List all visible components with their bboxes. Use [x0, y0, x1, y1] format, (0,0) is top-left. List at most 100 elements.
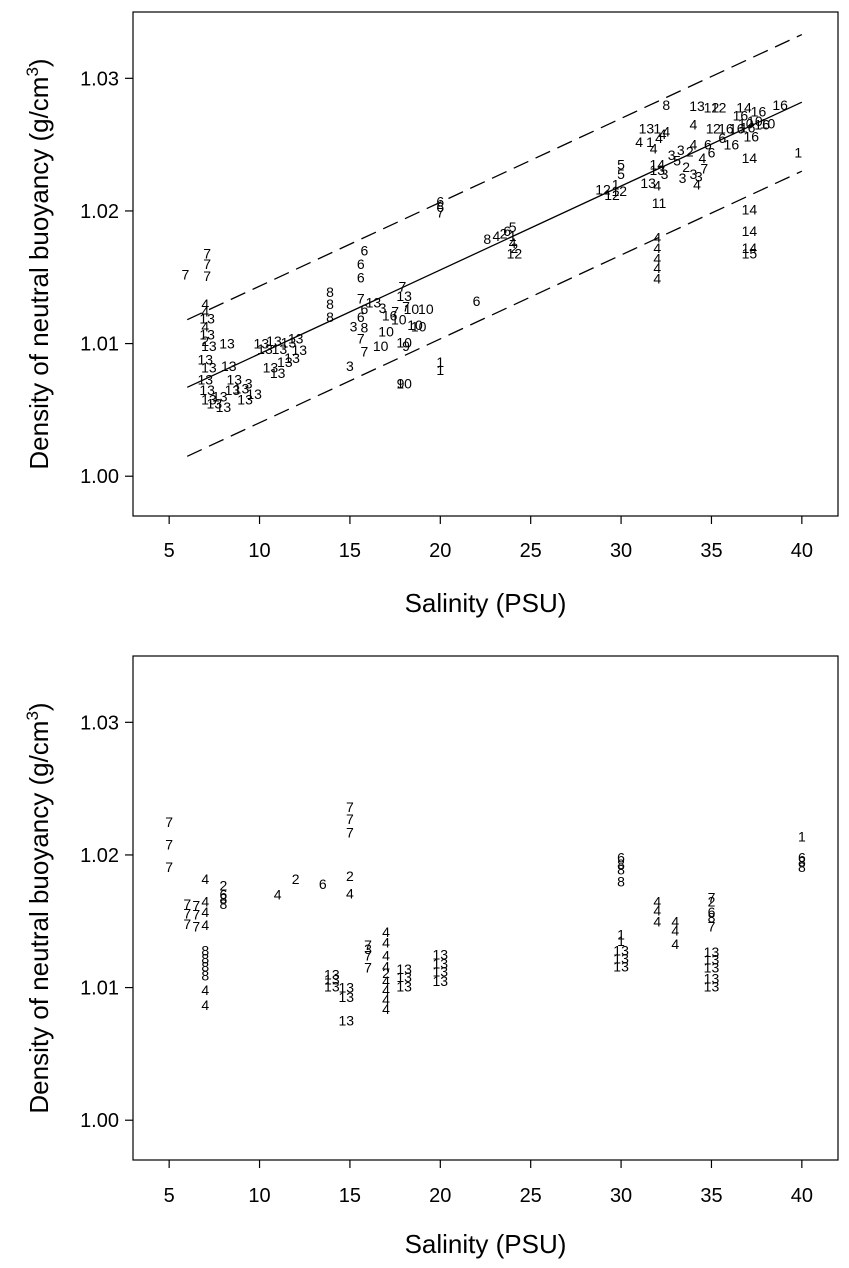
data-point: 10: [418, 301, 434, 317]
data-point: 13: [704, 970, 720, 986]
data-point: 8: [360, 320, 368, 336]
data-point: 8: [219, 891, 227, 907]
data-point: 16: [718, 121, 734, 137]
lower-bound-line: [186, 170, 803, 457]
data-point: 4: [201, 871, 209, 887]
data-point: 13: [225, 382, 241, 398]
data-point: 7: [203, 245, 211, 261]
upper-bound-line: [186, 33, 803, 321]
data-point: 7: [346, 811, 354, 827]
data-point: 2: [382, 965, 390, 981]
data-point: 12: [507, 245, 523, 261]
x-tick-label: 15: [339, 1185, 361, 1207]
data-point: 9: [397, 375, 405, 391]
data-point: 13: [396, 969, 412, 985]
data-point: 13: [339, 989, 355, 1005]
data-point: 13: [704, 944, 720, 960]
data-point: 7: [165, 836, 173, 852]
data-point: 1: [794, 145, 802, 161]
data-point: 1: [436, 362, 444, 378]
data-point: 13: [226, 371, 242, 387]
data-point: 13: [288, 330, 304, 346]
data-point: 6: [360, 301, 368, 317]
data-point: 16: [724, 137, 740, 153]
data-point: 8: [326, 284, 334, 300]
data-point: 2: [346, 868, 354, 884]
data-point: 2: [682, 159, 690, 175]
data-point: 13: [324, 966, 340, 982]
data-point: 13: [198, 371, 214, 387]
data-point: 13: [266, 333, 282, 349]
data-point: 4: [382, 982, 390, 998]
data-point: 11: [652, 195, 667, 211]
y-tick-label: 1.00: [80, 466, 119, 488]
data-point: 3: [695, 168, 703, 184]
data-point: 6: [798, 850, 806, 866]
data-point: 13: [237, 391, 253, 407]
data-point: 13: [221, 358, 237, 374]
data-point: 7: [708, 889, 716, 905]
data-point: 8: [201, 950, 209, 966]
data-point: 2: [219, 877, 227, 893]
x-tick-label: 15: [339, 540, 361, 562]
data-point: 8: [662, 97, 670, 113]
data-point: 7: [346, 799, 354, 815]
data-point: 6: [319, 876, 327, 892]
data-point: 8: [201, 968, 209, 984]
y-tick-label: 1.01: [80, 978, 119, 1000]
data-points: 7777441341321313131313131313131313131313…: [182, 97, 803, 415]
x-tick-label: 30: [610, 540, 632, 562]
data-point: 13: [324, 972, 340, 988]
data-point: 16: [740, 119, 756, 135]
data-point: 3: [346, 358, 354, 374]
data-point: 16: [729, 121, 745, 137]
data-point: 13: [704, 960, 720, 976]
data-point: 12: [604, 187, 620, 203]
data-point: 13: [649, 162, 665, 178]
data-point: 8: [617, 856, 625, 872]
data-point: 13: [284, 350, 300, 366]
data-point: 8: [326, 309, 334, 325]
data-point: 4: [653, 229, 661, 245]
data-point: 4: [492, 228, 500, 244]
data-point: 13: [339, 1013, 355, 1029]
x-tick-label: 35: [700, 1185, 722, 1207]
data-point: 4: [201, 997, 209, 1013]
y-tick-label: 1.02: [80, 201, 119, 223]
data-point: 4: [653, 903, 661, 919]
data-point: 13: [277, 354, 293, 370]
data-point: 7: [436, 204, 444, 220]
data-point: 2: [708, 893, 716, 909]
data-point: 13: [201, 338, 217, 354]
data-point: 15: [742, 245, 758, 261]
x-tick-label: 25: [520, 540, 542, 562]
data-point: 4: [693, 176, 701, 192]
x-tick-label: 25: [520, 1185, 542, 1207]
x-tick-label: 35: [700, 540, 722, 562]
data-point: 6: [357, 256, 365, 272]
data-point: 13: [396, 288, 412, 304]
data-point: 7: [700, 161, 708, 177]
regression-line: [186, 101, 803, 388]
data-point: 16: [754, 117, 770, 133]
data-point: 6: [704, 137, 712, 153]
data-point: 10: [738, 115, 754, 131]
data-point: 4: [382, 958, 390, 974]
data-point: 13: [366, 294, 382, 310]
y-tick-label: 1.03: [80, 712, 119, 734]
data-point: 1: [612, 176, 620, 192]
data-point: 13: [254, 336, 270, 352]
x-tick-label: 30: [610, 1185, 632, 1207]
data-point: 4: [274, 887, 282, 903]
data-point: 4: [201, 304, 209, 320]
data-point: 6: [503, 223, 511, 239]
data-point: 7: [708, 919, 716, 935]
data-point: 3: [677, 142, 685, 158]
data-point: 6: [360, 243, 368, 259]
data-point: 12: [704, 99, 720, 115]
data-point: 7: [165, 859, 173, 875]
data-point: 8: [483, 231, 491, 247]
data-point: 7: [192, 897, 200, 913]
data-point: 4: [653, 271, 661, 287]
